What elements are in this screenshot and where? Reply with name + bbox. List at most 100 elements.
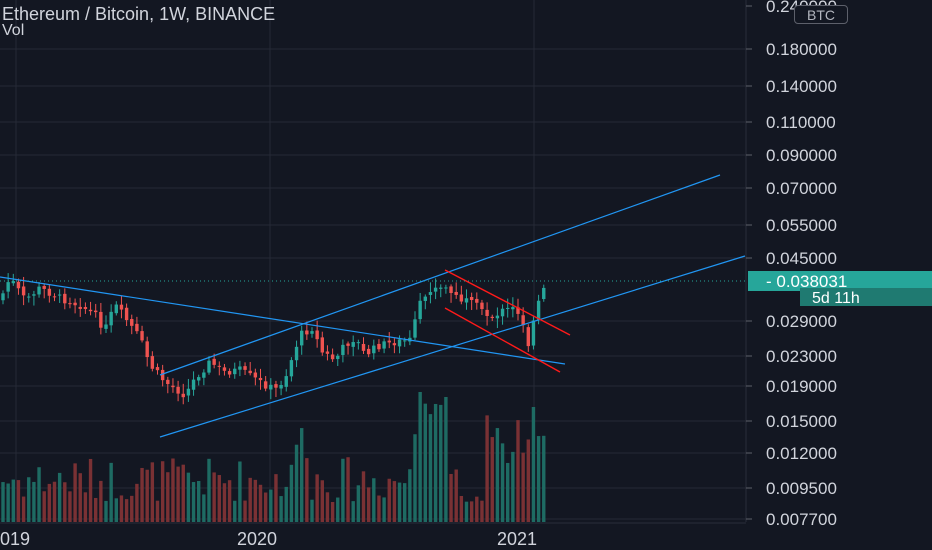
candle (243, 366, 247, 370)
volume-bar (160, 461, 165, 522)
candle (305, 330, 309, 335)
time-axis-label: 2021 (497, 529, 537, 549)
candle (42, 286, 46, 289)
candle (269, 384, 273, 390)
candle (78, 306, 82, 309)
candle (336, 355, 340, 360)
candle (140, 331, 144, 341)
candle (16, 281, 21, 289)
volume-bar (207, 458, 211, 522)
price-axis-label: 0.045000 (766, 249, 837, 268)
volume-bar (197, 480, 201, 522)
candle (320, 337, 324, 353)
candle (459, 294, 464, 302)
candle (526, 327, 530, 347)
volume-bar (325, 492, 330, 522)
countdown-tag (800, 288, 932, 306)
volume-bar (42, 491, 46, 522)
candle (155, 367, 160, 371)
price-axis-label: 0.055000 (766, 216, 837, 235)
volume-bar (516, 420, 520, 522)
volume-bar (124, 499, 129, 522)
price-axis-label: 0.019000 (766, 377, 837, 396)
candle (197, 377, 201, 381)
candle (289, 360, 294, 377)
volume-bar (495, 428, 500, 522)
time-axis-label: 2020 (237, 529, 277, 549)
volume-bar (217, 475, 221, 522)
volume-bar (485, 415, 489, 522)
volume-bar (464, 501, 469, 522)
volume-bar (289, 464, 294, 522)
candle (186, 388, 191, 396)
candle (150, 356, 155, 369)
volume-bar (253, 479, 258, 522)
candle (413, 319, 417, 338)
candle (346, 343, 350, 346)
candle (511, 307, 515, 310)
candle (341, 344, 345, 355)
volume-bar (536, 436, 541, 522)
candle (382, 341, 386, 349)
volume-bar (372, 478, 376, 522)
price-axis-label: 0.110000 (766, 113, 836, 132)
candle (444, 287, 448, 289)
channel-line (444, 307, 561, 373)
volume-bar (511, 451, 515, 522)
candle (233, 368, 237, 375)
price-axis-label: 0.090000 (766, 146, 837, 165)
candle (351, 342, 355, 347)
candle (366, 348, 371, 355)
price-axis-label: 0.140000 (766, 77, 837, 96)
candle (99, 311, 103, 328)
volume-bar (433, 403, 438, 522)
candle (500, 308, 505, 317)
volume-bar (382, 497, 386, 522)
candle (171, 385, 175, 388)
candle (63, 293, 67, 304)
candle (207, 360, 211, 373)
volume-bar (336, 497, 340, 522)
volume-bar (475, 496, 479, 522)
candle (377, 343, 381, 350)
candle (94, 310, 98, 313)
volume-bar (279, 496, 283, 522)
volume-bar (248, 477, 252, 522)
volume-bar (150, 462, 155, 522)
candle (418, 300, 422, 320)
candle (52, 296, 57, 298)
candle (315, 330, 319, 340)
volume-bar (243, 500, 247, 522)
volume-indicator-label: Vol (2, 22, 25, 39)
chart-title: Ethereum / Bitcoin, 1W, BINANCE (2, 4, 276, 24)
volume-bar (6, 483, 10, 522)
candle (531, 320, 536, 346)
volume-bar (104, 500, 108, 522)
candle (506, 307, 510, 309)
volume-bar (171, 458, 175, 522)
volume-bar (73, 463, 77, 522)
candle (403, 340, 407, 342)
volume-bar (392, 481, 397, 522)
volume-bar (408, 469, 412, 522)
candle (227, 371, 232, 375)
candle (495, 315, 500, 319)
candle (521, 315, 525, 326)
candle (73, 302, 77, 306)
candle (274, 384, 278, 388)
candle (428, 292, 433, 295)
currency-button[interactable]: BTC (794, 5, 848, 24)
candle (356, 342, 361, 344)
candle (325, 351, 330, 354)
price-axis-label: 0.012000 (766, 444, 837, 463)
candle (300, 330, 304, 346)
candle (279, 385, 283, 389)
volume-bar (166, 472, 170, 522)
volume-bar (119, 495, 124, 522)
volume-bar (397, 482, 402, 522)
volume-bar (155, 500, 160, 522)
candle (392, 343, 397, 346)
trendline (159, 174, 721, 376)
